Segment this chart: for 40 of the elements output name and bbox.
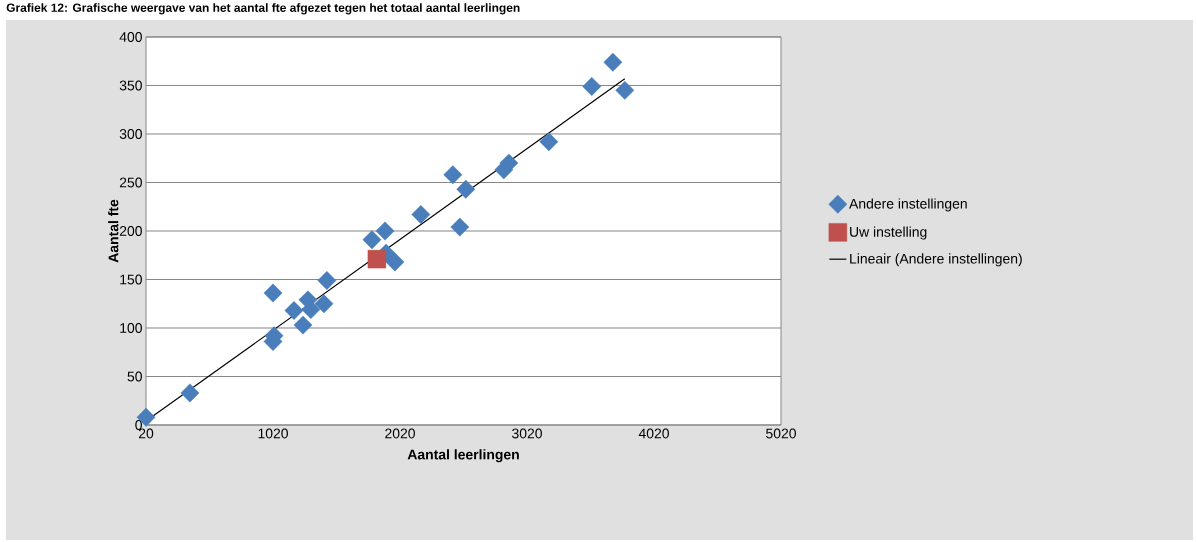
x-tick-label: 1020 [258, 428, 288, 439]
point [301, 300, 321, 319]
y-tick-label: 50 [127, 371, 142, 382]
point [375, 221, 395, 241]
point [263, 283, 283, 303]
legend-label: Lineair (Andere instellingen) [850, 253, 1022, 267]
y-tick-label: 100 [120, 323, 142, 333]
point [367, 249, 387, 269]
y-axis-title: Aantal fte [108, 199, 119, 263]
point [180, 383, 200, 403]
x-tick-label: 5020 [766, 428, 796, 439]
x-axis-title: Aantal leerlingen [407, 449, 519, 463]
legend-label: Uw instelling [850, 226, 927, 240]
y-tick-label: 250 [119, 177, 142, 188]
x-tick-label: 2020 [385, 428, 415, 439]
y-tick-label: 350 [119, 80, 142, 91]
y-tick-label: 0 [135, 420, 142, 430]
point [615, 80, 635, 100]
point [539, 132, 559, 152]
x-tick-label: 4020 [638, 428, 669, 439]
x-tick-label: 20 [138, 428, 154, 439]
point [411, 205, 431, 224]
point [582, 77, 602, 96]
point [456, 179, 476, 199]
legend-label: Andere instellingen [849, 198, 967, 212]
point [284, 301, 304, 320]
point [385, 252, 405, 272]
point [362, 230, 382, 250]
y-tick-label: 200 [119, 226, 142, 236]
point [317, 271, 337, 290]
point [314, 294, 334, 314]
x-tick-label: 3020 [512, 428, 542, 439]
point [603, 52, 623, 72]
point [450, 217, 470, 237]
point [443, 165, 463, 185]
point [293, 315, 313, 335]
y-tick-label: 150 [120, 274, 142, 285]
chart-title: Grafiek 12: Grafische weergave van het aantal fte afgezet tegen het totaal aantal leerlingen [6, 3, 520, 15]
y-tick-label: 400 [119, 32, 142, 42]
y-tick-label: 300 [119, 129, 142, 139]
